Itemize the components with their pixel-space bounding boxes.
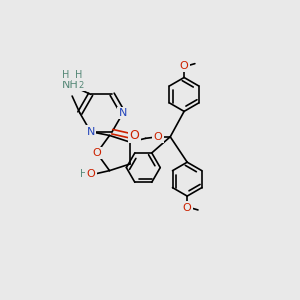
Text: H: H bbox=[80, 169, 87, 179]
Text: O: O bbox=[183, 202, 192, 213]
Text: O: O bbox=[130, 129, 140, 142]
Text: O: O bbox=[154, 132, 162, 142]
Text: H: H bbox=[75, 70, 82, 80]
Text: NH: NH bbox=[62, 80, 79, 90]
Text: O: O bbox=[87, 169, 95, 179]
Text: O: O bbox=[92, 148, 101, 158]
Text: N: N bbox=[86, 127, 95, 137]
Text: H: H bbox=[62, 70, 70, 80]
Text: N: N bbox=[119, 108, 127, 118]
Text: O: O bbox=[180, 61, 188, 71]
Text: 2: 2 bbox=[79, 81, 84, 90]
